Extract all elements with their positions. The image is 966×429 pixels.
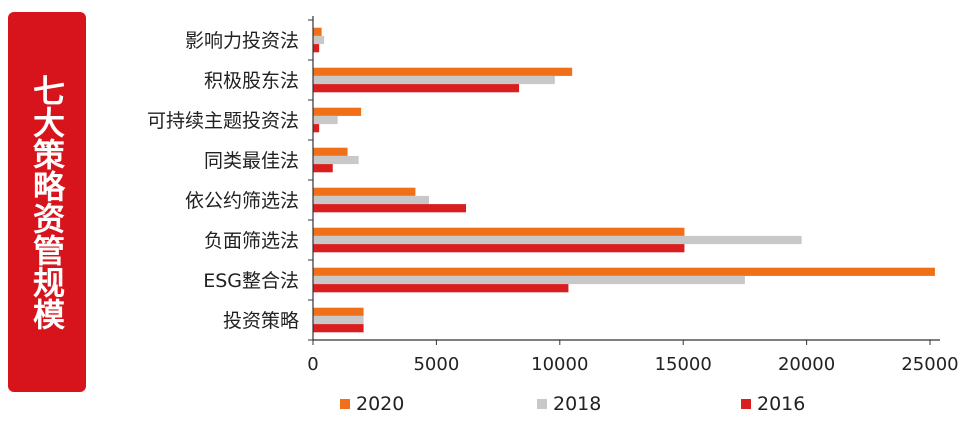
bar-2016-6 bbox=[313, 284, 569, 293]
bar-2018-2 bbox=[313, 115, 338, 125]
side-banner: 七大策略资管规模 bbox=[8, 12, 86, 392]
bar-2018-0 bbox=[313, 35, 325, 45]
category-label: ESG整合法 bbox=[203, 270, 299, 292]
x-tick-label: 15000 bbox=[655, 354, 712, 375]
category-label: 积极股东法 bbox=[204, 70, 299, 92]
bar-2016-4 bbox=[313, 204, 467, 213]
bar-2020-0 bbox=[313, 27, 322, 36]
bar-2018-7 bbox=[313, 315, 364, 325]
x-tick-label: 20000 bbox=[778, 354, 835, 375]
banner-title: 七大策略资管规模 bbox=[28, 74, 66, 330]
legend-label-2020: 2020 bbox=[356, 393, 404, 415]
category-label: 同类最佳法 bbox=[204, 150, 299, 172]
x-tick-label: 0 bbox=[307, 354, 318, 375]
category-label: 负面筛选法 bbox=[204, 230, 299, 252]
bar-2018-3 bbox=[313, 155, 359, 165]
bar-2020-7 bbox=[313, 307, 364, 316]
bar-2018-6 bbox=[313, 275, 745, 285]
x-tick-label: 10000 bbox=[531, 354, 588, 375]
bar-2016-5 bbox=[313, 244, 685, 253]
bar-2020-4 bbox=[313, 187, 416, 196]
bar-2018-1 bbox=[313, 75, 555, 85]
category-label: 可持续主题投资法 bbox=[147, 110, 299, 132]
bar-2016-0 bbox=[313, 44, 320, 53]
category-label: 投资策略 bbox=[223, 310, 299, 332]
bar-2018-4 bbox=[313, 195, 429, 205]
bar-2016-3 bbox=[313, 164, 333, 173]
x-tick-label: 25000 bbox=[901, 354, 958, 375]
bar-2020-2 bbox=[313, 107, 362, 116]
category-label: 依公约筛选法 bbox=[185, 190, 299, 212]
legend-swatch-2018 bbox=[537, 399, 547, 409]
legend-label-2016: 2016 bbox=[757, 393, 805, 415]
bar-2016-7 bbox=[313, 324, 364, 333]
bar-2020-1 bbox=[313, 67, 573, 76]
x-tick-label: 5000 bbox=[413, 354, 459, 375]
legend-label-2018: 2018 bbox=[553, 393, 601, 415]
legend-swatch-2020 bbox=[340, 399, 350, 409]
bar-2016-2 bbox=[313, 124, 320, 133]
category-label: 影响力投资法 bbox=[185, 30, 299, 52]
legend-swatch-2016 bbox=[741, 399, 751, 409]
bar-2018-5 bbox=[313, 235, 802, 245]
bar-2016-1 bbox=[313, 84, 520, 93]
bar-2020-5 bbox=[313, 227, 685, 236]
bar-2020-3 bbox=[313, 147, 348, 156]
bar-2020-6 bbox=[313, 267, 935, 276]
